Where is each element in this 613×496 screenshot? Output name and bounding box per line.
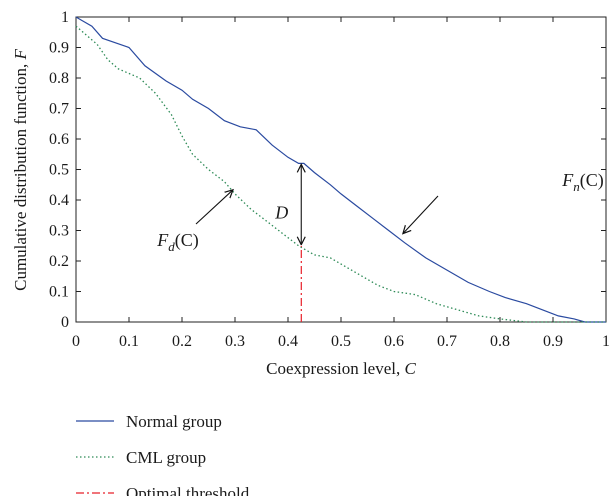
- legend-label-normal-group: Normal group: [126, 412, 222, 431]
- x-tick-label: 0.2: [172, 333, 192, 350]
- x-tick-label: 0.1: [119, 333, 139, 350]
- y-tick-label: 0.5: [49, 162, 69, 179]
- axis-ticks: 0 0.1 0.2 0.3 0.4 0.5 0.6 0.7 0.8 0.9 1 0 0.1 0.2 0.3 0…: [49, 9, 610, 350]
- d-statistic-label: D: [274, 202, 288, 222]
- x-tick-label: 0.9: [543, 333, 563, 350]
- series-line-normal-group: [75, 16, 606, 323]
- fd-label: Fd(C): [156, 230, 199, 254]
- y-tick-label: 0.3: [49, 223, 69, 240]
- legend: Normal group CML group Optimal threshold: [76, 412, 250, 496]
- x-axis-title: Coexpression level, C: [266, 359, 416, 378]
- x-tick-label: 0.5: [331, 333, 351, 350]
- x-tick-label: 1: [602, 333, 610, 350]
- y-tick-label: 0.2: [49, 253, 69, 270]
- y-tick-label: 0.9: [49, 40, 69, 57]
- fn-arrow: [403, 195, 439, 234]
- fd-arrow: [195, 190, 233, 225]
- y-axis-title: Cumulative distribution function, F: [11, 49, 30, 291]
- fn-label: Fn(C): [561, 170, 604, 194]
- y-tick-label: 0.4: [49, 192, 69, 209]
- x-tick-label: 0.3: [225, 333, 245, 350]
- x-tick-label: 0.4: [278, 333, 298, 350]
- x-tick-label: 0.6: [384, 333, 404, 350]
- y-tick-label: 1: [61, 9, 69, 26]
- legend-label-cml-group: CML group: [126, 448, 206, 467]
- y-tick-label: 0: [61, 314, 69, 331]
- series-layer: [75, 16, 606, 323]
- plot-frame: [75, 16, 607, 323]
- x-tick-label: 0.8: [490, 333, 510, 350]
- annotations-layer: D Fn(C) Fd(C): [156, 164, 604, 254]
- series-line-cml-group: [75, 25, 606, 323]
- y-tick-label: 0.1: [49, 284, 69, 301]
- y-tick-label: 0.6: [49, 131, 69, 148]
- y-tick-label: 0.8: [49, 70, 69, 87]
- y-tick-label: 0.7: [49, 101, 69, 118]
- x-tick-label: 0: [72, 333, 80, 350]
- x-tick-label: 0.7: [437, 333, 457, 350]
- legend-label-optimal-threshold: Optimal threshold: [126, 484, 250, 496]
